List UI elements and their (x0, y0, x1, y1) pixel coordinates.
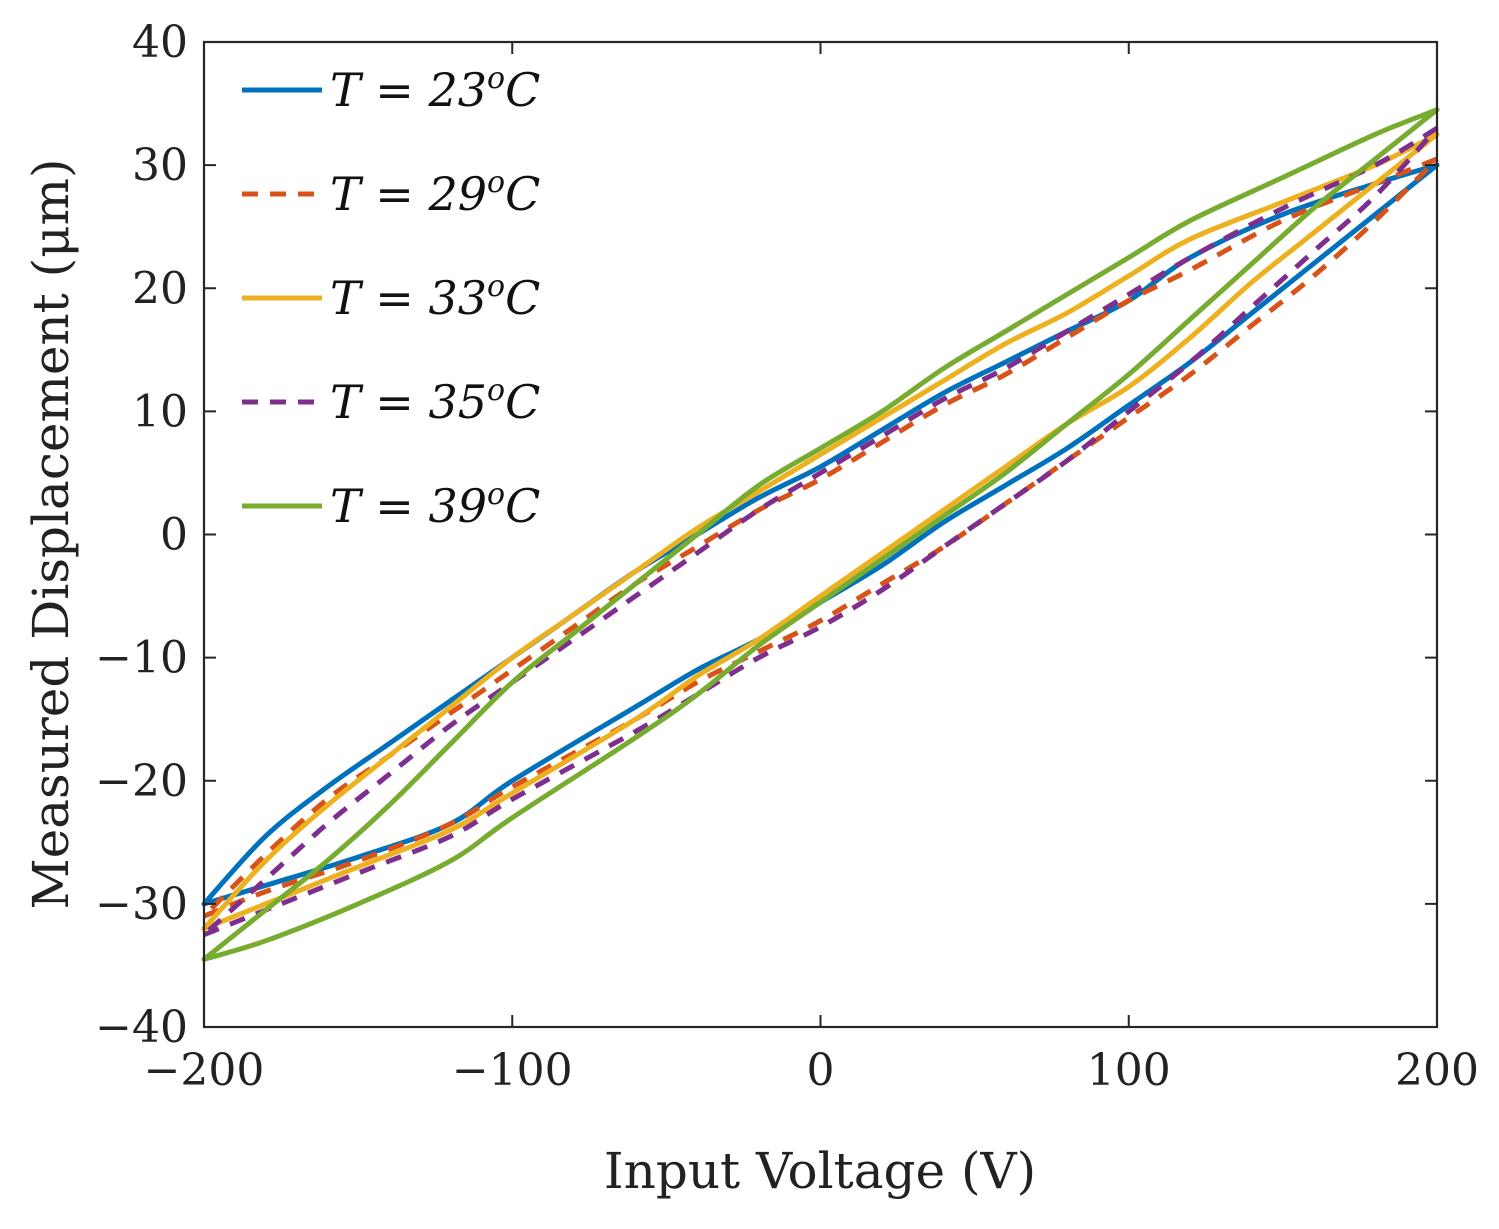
series-2-descending-branch (201, 131, 1440, 931)
legend-label: T = 29oC (330, 165, 540, 221)
y-tick-label: 30 (132, 140, 188, 191)
plot-frame-fill (204, 42, 1437, 1027)
x-tick-label: 100 (1087, 1045, 1171, 1096)
legend-label: T = 35oC (330, 373, 540, 429)
series-0-descending-branch (201, 162, 1440, 907)
series-3-ascending-branch (203, 126, 1439, 938)
y-tick-label: 0 (160, 510, 188, 561)
x-axis-label: Input Voltage (V) (604, 1142, 1036, 1200)
x-tick-label: 0 (807, 1045, 835, 1096)
x-tick-label: −200 (144, 1045, 265, 1096)
y-tick-label: −10 (95, 633, 188, 684)
series-4-descending-branch (201, 107, 1440, 962)
series-3-descending-branch (202, 126, 1439, 937)
y-tick-label: 10 (132, 386, 188, 437)
y-axis-label: Measured Displacement (μm) (22, 158, 80, 909)
series-4-ascending-branch (201, 107, 1440, 962)
series-layer (201, 107, 1440, 962)
x-tick-label: 200 (1395, 1045, 1479, 1096)
series-4-group (201, 107, 1440, 962)
y-tick-label: 40 (132, 17, 188, 68)
series-2-ascending-branch (201, 131, 1440, 931)
plot-area (204, 42, 1437, 1027)
legend-entry-0: T = 23oC (242, 61, 540, 117)
y-tick-label: −30 (95, 879, 188, 930)
legend-entry-4: T = 39oC (242, 477, 540, 533)
legend-entry-2: T = 33oC (242, 269, 540, 325)
series-2-group (201, 131, 1440, 931)
y-tick-label: −40 (95, 1002, 188, 1053)
legend-label: T = 39oC (330, 477, 540, 533)
series-3-group (202, 126, 1439, 938)
legend-entry-3: T = 35oC (242, 373, 540, 429)
series-1-ascending-branch (203, 157, 1439, 919)
y-tick-label: 20 (132, 263, 188, 314)
legend: T = 23oC T = 29oC T = 33oC T = 35oC T = 39oC (242, 61, 540, 533)
y-tick-label: −20 (95, 756, 188, 807)
legend-label: T = 23oC (330, 61, 540, 117)
x-tick-label: −100 (452, 1045, 573, 1096)
legend-entry-1: T = 29oC (242, 165, 540, 221)
legend-label: T = 33oC (330, 269, 540, 325)
